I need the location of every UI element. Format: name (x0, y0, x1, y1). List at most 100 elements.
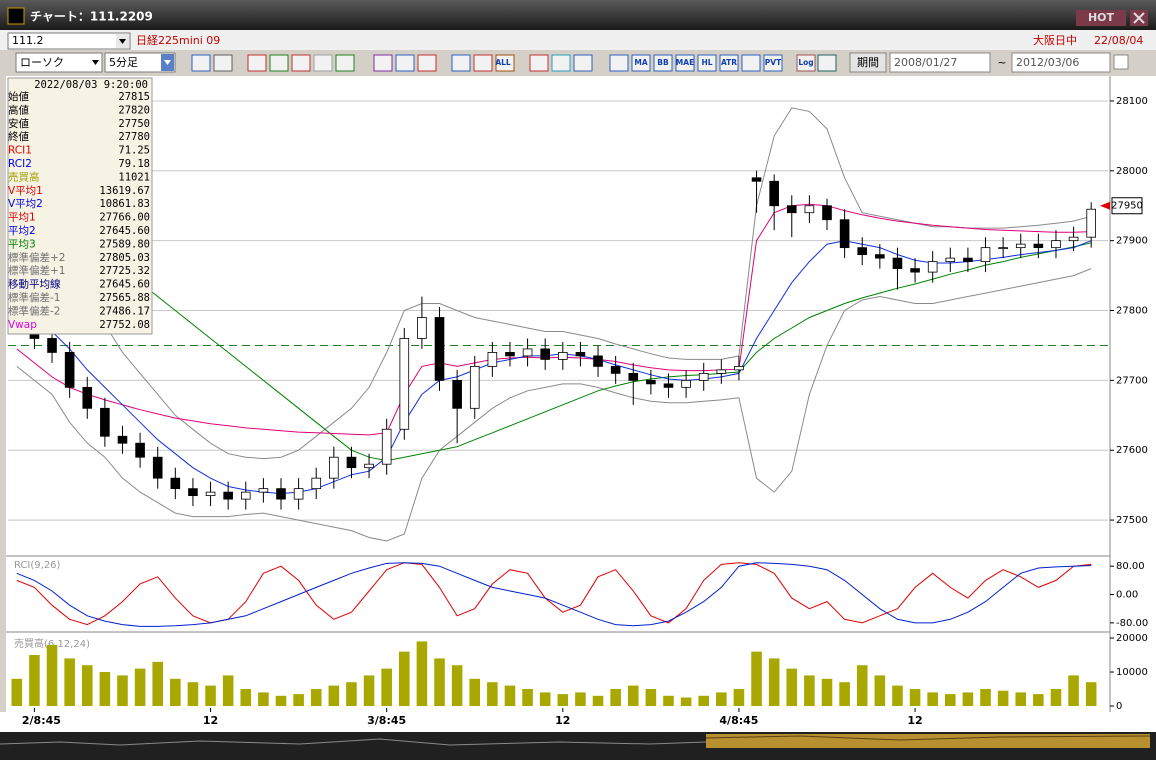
main-panel: 27500 27600 27700 27800 27900 28000 28100 27950… (8, 96, 1148, 727)
info-datetime: 2022/08/03 9:20:00 (34, 79, 148, 91)
toolbar-icon[interactable] (675, 54, 695, 72)
volume-bar (487, 682, 498, 706)
volume-bar (927, 692, 938, 706)
toolbar-icon[interactable] (335, 54, 355, 72)
volume-bar (680, 697, 692, 706)
period-button[interactable] (849, 52, 887, 73)
volume-bar (29, 655, 40, 706)
info-value: 27486.17 (99, 305, 150, 317)
toolbar-icon[interactable] (269, 54, 289, 72)
toolbar-icon[interactable] (313, 54, 333, 72)
candle-body (64, 352, 75, 388)
toolbar-icon[interactable] (395, 54, 415, 72)
toolbar-icon[interactable] (817, 54, 837, 72)
y-tick-label: 27900 (1116, 236, 1148, 247)
info-label: 平均1 (8, 212, 36, 224)
chart-kind-select[interactable] (15, 52, 103, 73)
series-line (16, 240, 1092, 495)
info-label: 標準偏差+2 (8, 251, 65, 264)
candle-body (663, 383, 674, 388)
x-tick-label: 12 (907, 714, 922, 727)
toolbar-icon[interactable] (247, 54, 267, 72)
dropdown-arrow (119, 39, 126, 44)
candle-body (364, 463, 374, 469)
chart-area (6, 76, 1156, 712)
toolbar-icon[interactable] (631, 54, 651, 72)
toolbar-icon[interactable] (609, 54, 629, 72)
toolbar-icon[interactable] (719, 54, 739, 72)
toolbar-icon[interactable] (763, 54, 783, 72)
panel-title: 売買高(6,12,24) (14, 637, 90, 650)
toolbar-icon[interactable] (213, 54, 233, 72)
candle-body (1068, 236, 1079, 242)
info-label: 標準偏差-1 (8, 291, 60, 304)
volume-bar (381, 668, 392, 706)
hot-button[interactable] (1076, 10, 1126, 26)
toolbar-icon[interactable] (291, 54, 311, 72)
market-date: 22/08/04 (1094, 34, 1143, 47)
toolbar-icon[interactable] (551, 54, 571, 72)
toolbar-icon[interactable] (191, 54, 211, 72)
checkbox[interactable] (1113, 54, 1129, 70)
code-input[interactable] (7, 32, 131, 50)
volume-bar (187, 682, 199, 706)
toolbar-icon[interactable] (653, 54, 673, 72)
toolbar-icon[interactable] (573, 54, 593, 72)
toolbar-icon[interactable] (697, 54, 717, 72)
candle-body (346, 456, 357, 469)
toolbar-icon[interactable] (451, 54, 471, 72)
volume-bar (293, 694, 304, 706)
volume-bar (592, 695, 604, 706)
y-tick-label: 28100 (1116, 96, 1148, 107)
info-panel: 2022/08/03 9:20:00 始値 27815 高値 27820 安値 27750… (7, 77, 153, 335)
scroll-thumb[interactable] (706, 734, 1150, 748)
from-date-input[interactable] (889, 52, 991, 73)
candle-body (188, 488, 198, 497)
volume-bar (663, 695, 674, 706)
candle-body (804, 205, 815, 214)
candle-body (558, 352, 568, 360)
info-label: Vwap (8, 319, 37, 331)
volume-bar (134, 668, 146, 706)
candle-body (505, 352, 515, 357)
candle-body (170, 477, 181, 490)
candle-body (329, 456, 339, 479)
x-axis-band (0, 712, 1156, 732)
icon-label: ATR (721, 58, 737, 67)
app-icon (7, 7, 25, 25)
y-tick-label: 0.00 (1116, 590, 1138, 601)
y-tick-label: 27700 (1116, 375, 1148, 386)
icon-label: HL (701, 58, 712, 67)
toolbar-icon[interactable] (373, 54, 393, 72)
interval: 5分足 (109, 56, 138, 69)
y-tick-label: 10000 (1116, 667, 1148, 678)
icon-label: BB (657, 58, 669, 67)
info-label: RCI1 (8, 145, 32, 157)
instrument-name: 日経225mini 09 (136, 34, 220, 47)
toolbar-icon[interactable] (796, 54, 816, 72)
volume-bar (11, 678, 23, 706)
toolbar-icon[interactable] (417, 54, 437, 72)
volume-bar (1050, 689, 1062, 706)
to-date-input[interactable] (1011, 52, 1111, 73)
toolbar-icon[interactable] (529, 54, 549, 72)
toolbar-icon[interactable] (473, 54, 493, 72)
interval-select[interactable] (104, 52, 176, 73)
volume-bar (557, 694, 569, 706)
candle-body (293, 488, 304, 500)
toolbar-icon[interactable] (741, 54, 761, 72)
volume-bar (575, 692, 586, 706)
volume-bar (117, 675, 128, 706)
info-label: 安値 (8, 117, 29, 130)
info-value: 27820 (118, 104, 150, 116)
toolbar-icon[interactable] (495, 54, 515, 72)
candle-body (980, 247, 991, 263)
icon-label: MA (634, 58, 647, 67)
volume-bar (1015, 692, 1027, 706)
info-value: 27815 (118, 91, 150, 103)
info-label: 標準偏差-2 (8, 304, 60, 317)
volume-bar (786, 668, 798, 706)
candle-body (47, 338, 57, 353)
volume-bar (205, 685, 216, 706)
candle-body (223, 491, 233, 500)
